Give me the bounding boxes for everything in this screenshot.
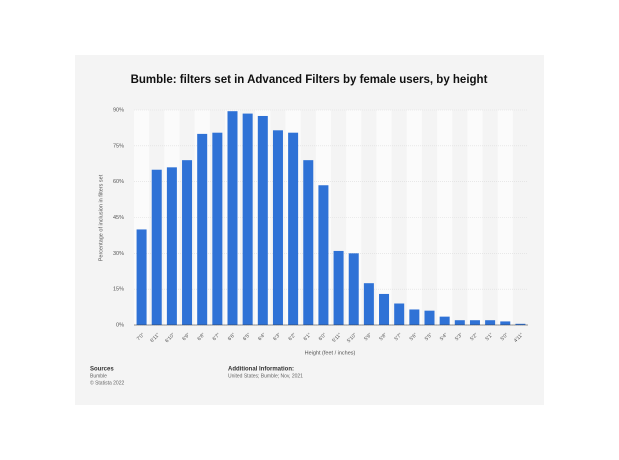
x-axis-label: Height (feet / inches): [305, 350, 356, 356]
x-tick-label: 6'3": [272, 332, 282, 342]
x-tick-label: 6'0": [318, 332, 328, 342]
bar: [500, 321, 511, 325]
bar: [424, 310, 435, 325]
bar: [394, 303, 405, 325]
x-tick-label: 5'8": [378, 332, 388, 342]
y-tick-label: 75%: [113, 143, 124, 149]
bar: [348, 253, 359, 325]
chart-title: Bumble: filters set in Advanced Filters …: [131, 74, 488, 86]
bar: [288, 132, 299, 325]
bar: [469, 320, 480, 325]
bar: [227, 111, 238, 325]
y-axis-label: Percentage of inclusion in filters set: [98, 174, 104, 261]
x-tick-label: 6'1": [303, 332, 313, 342]
bar: [151, 169, 162, 325]
bar: [272, 130, 283, 325]
x-tick-label: 5'6": [409, 332, 419, 342]
x-tick-label: 5'2": [469, 332, 479, 342]
bar: [257, 115, 268, 325]
y-tick-label: 0%: [116, 322, 124, 328]
bar: [303, 160, 314, 325]
bar: [363, 283, 374, 325]
x-tick-label: 6'2": [287, 332, 297, 342]
x-tick-label: 4'11": [513, 332, 525, 344]
x-tick-label: 5'5": [424, 332, 434, 342]
bar: [333, 250, 344, 325]
bar: [318, 185, 329, 325]
bar: [182, 160, 193, 325]
x-tick-label: 6'5": [242, 332, 252, 342]
bar: [197, 133, 208, 325]
y-tick-label: 15%: [113, 287, 124, 293]
x-tick-label: 5'0": [500, 332, 510, 342]
bar: [379, 293, 390, 325]
column-band: [497, 110, 513, 325]
x-tick-label: 5'9": [363, 332, 373, 342]
bar: [515, 323, 526, 325]
source: Bumble: [90, 373, 107, 379]
bar: [166, 167, 177, 325]
x-tick-label: 7'0": [136, 332, 146, 342]
x-tick-label: 6'8": [196, 332, 206, 342]
y-tick-label: 90%: [113, 107, 124, 113]
bar: [409, 309, 420, 325]
x-tick-label: 6'9": [181, 332, 191, 342]
x-tick-label: 5'3": [454, 332, 464, 342]
y-tick-label: 60%: [113, 179, 124, 185]
bar: [439, 316, 450, 325]
x-tick-label: 6'7": [212, 332, 222, 342]
bar: [136, 229, 147, 325]
x-tick-label: 5'11": [331, 332, 343, 344]
info-title: Additional Information:: [228, 367, 294, 373]
x-tick-label: 6'11": [149, 332, 161, 344]
x-tick-label: 5'4": [439, 332, 449, 342]
bar: [485, 320, 496, 325]
x-tick-label: 6'4": [257, 332, 267, 342]
y-tick-label: 45%: [113, 215, 124, 221]
x-tick-label: 6'6": [227, 332, 237, 342]
sources-title: Sources: [90, 367, 114, 373]
y-tick-label: 30%: [113, 251, 124, 257]
source: © Statista 2022: [90, 379, 124, 386]
x-tick-label: 5'7": [393, 332, 403, 342]
bar: [212, 132, 223, 325]
x-tick-label: 5'1": [484, 332, 494, 342]
bar: [242, 113, 253, 325]
info: United States; Bumble; Nov, 2021: [228, 373, 303, 379]
bar: [454, 320, 465, 325]
